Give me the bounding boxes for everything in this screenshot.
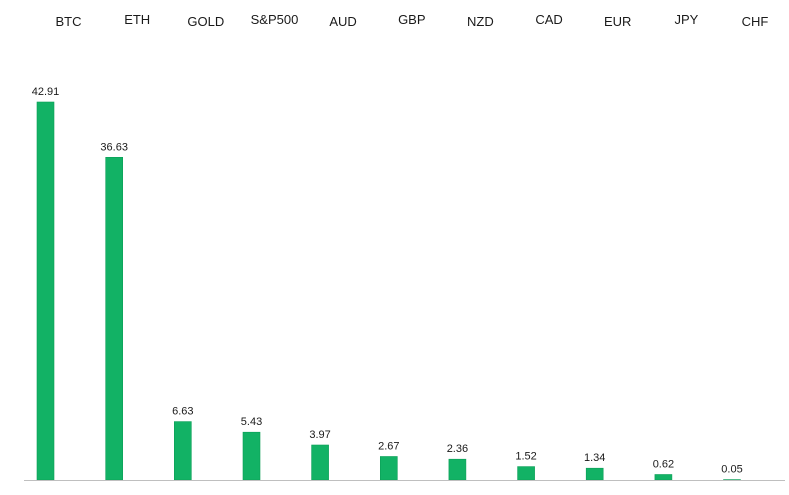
- category-label: S&P500: [251, 12, 299, 27]
- bar-gbp: [379, 456, 398, 481]
- category-label: NZD: [467, 14, 494, 29]
- bar-jpy: [654, 474, 673, 481]
- bar-nzd: [448, 458, 467, 481]
- bars: [36, 101, 741, 481]
- value-label: 5.43: [241, 416, 262, 428]
- category-label: AUD: [329, 14, 356, 29]
- category-label: EUR: [604, 14, 631, 29]
- bar-eur: [585, 467, 604, 481]
- value-label: 2.36: [447, 443, 468, 455]
- value-label: 1.34: [584, 452, 605, 464]
- category-label: CAD: [535, 12, 562, 27]
- value-label: 3.97: [309, 429, 330, 441]
- bar-btc: [36, 101, 55, 481]
- category-label: ETH: [124, 12, 150, 27]
- value-label: 1.52: [515, 451, 536, 463]
- bar-gold: [174, 421, 192, 481]
- bar-cad: [517, 466, 535, 481]
- value-label: 2.67: [378, 441, 399, 453]
- value-label: 0.05: [721, 464, 742, 476]
- category-label: CHF: [742, 14, 769, 29]
- category-label: JPY: [674, 12, 698, 27]
- category-labels: BTC ETH GOLD S&P500 AUD GBP NZD CAD EUR JPY CHF: [56, 12, 769, 29]
- value-label: 42.91: [32, 86, 60, 98]
- category-label: GBP: [398, 12, 425, 27]
- value-label: 36.63: [100, 141, 128, 153]
- category-label: GOLD: [187, 14, 224, 29]
- value-label: 6.63: [172, 406, 193, 418]
- value-labels: 42.91 36.63 6.63 5.43 3.97 2.67 2.36 1.52 1.34 0.…: [32, 86, 743, 476]
- bar-aud: [311, 444, 329, 481]
- bar-eth: [105, 157, 123, 481]
- category-label: BTC: [56, 14, 82, 29]
- bar-sp500: [242, 431, 261, 481]
- value-label: 0.62: [653, 459, 674, 471]
